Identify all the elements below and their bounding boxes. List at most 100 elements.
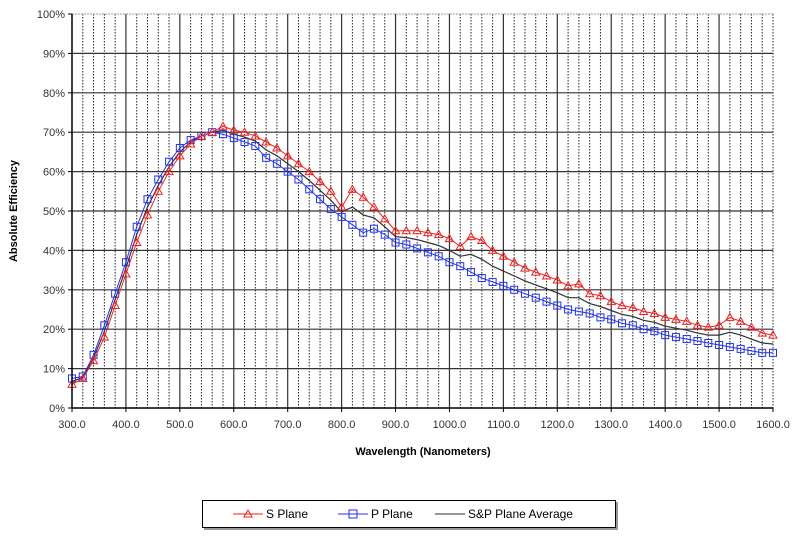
data-point-triangle xyxy=(358,192,369,201)
series-line xyxy=(71,125,774,385)
legend-item-average: S&P Plane Average xyxy=(435,501,573,527)
data-point-triangle xyxy=(272,142,282,152)
data-point-triangle xyxy=(207,127,218,136)
y-tick-label: 40% xyxy=(43,245,65,257)
data-point-triangle xyxy=(595,290,606,300)
data-point-triangle xyxy=(627,302,638,312)
data-point-square xyxy=(564,305,573,314)
data-point-triangle xyxy=(131,237,142,247)
data-point-square xyxy=(262,153,271,162)
data-point-triangle xyxy=(347,184,358,193)
data-point-triangle xyxy=(498,251,509,260)
legend-item-s-plane: S Plane xyxy=(233,501,308,527)
data-point-square xyxy=(326,205,335,214)
data-point-square xyxy=(391,238,400,247)
data-point-triangle xyxy=(735,316,746,325)
legend-label: S Plane xyxy=(266,507,309,521)
data-point-triangle xyxy=(671,314,681,323)
data-point-triangle xyxy=(412,225,422,235)
data-point-triangle xyxy=(476,235,487,245)
data-point-triangle xyxy=(88,355,99,365)
data-point-triangle xyxy=(401,225,412,235)
y-tick-label: 0% xyxy=(49,403,65,415)
y-tick-label: 60% xyxy=(43,167,65,179)
data-point-square xyxy=(553,301,562,310)
data-point-square xyxy=(240,138,249,147)
data-point-square xyxy=(337,212,346,221)
data-point-square xyxy=(402,240,411,249)
data-point-triangle xyxy=(714,320,724,329)
data-point-square xyxy=(348,220,357,229)
data-point-square xyxy=(477,273,486,282)
data-point-square xyxy=(758,348,767,357)
data-point-square xyxy=(143,195,152,204)
data-point-triangle xyxy=(185,139,196,148)
data-point-triangle xyxy=(228,125,239,134)
data-point-triangle xyxy=(466,231,476,241)
data-point-triangle xyxy=(444,233,455,243)
data-point-square xyxy=(305,185,314,194)
data-point-square xyxy=(218,130,227,139)
y-tick-label: 30% xyxy=(43,285,65,297)
axes xyxy=(68,13,774,412)
data-point-square xyxy=(574,307,583,316)
data-point-triangle xyxy=(174,150,185,160)
data-point-square xyxy=(607,315,616,324)
data-point-square xyxy=(369,224,378,233)
data-point-triangle xyxy=(77,373,88,382)
data-point-triangle xyxy=(196,131,207,140)
data-point-triangle xyxy=(617,300,627,310)
y-tick-labels: 0% 10% 20% 30% 40% 50% 60% 70% 80% 90% 100% xyxy=(37,9,65,415)
data-point-triangle xyxy=(692,320,703,329)
data-point-square xyxy=(671,333,680,342)
data-point-triangle xyxy=(261,137,271,146)
data-point-triangle xyxy=(746,322,757,331)
data-point-triangle xyxy=(282,150,293,160)
x-tick-label: 600.0 xyxy=(220,419,248,431)
y-axis-title: Absolute Efficiency xyxy=(8,159,20,262)
data-point-square xyxy=(423,248,432,257)
x-tick-label: 900.0 xyxy=(382,419,410,431)
data-point-triangle xyxy=(110,300,121,310)
square-marker-icon xyxy=(338,509,368,519)
legend-label: P Plane xyxy=(371,507,413,521)
data-point-triangle xyxy=(487,245,498,254)
data-point-square xyxy=(618,319,627,328)
data-point-triangle xyxy=(757,328,768,337)
data-point-square xyxy=(165,157,174,166)
data-point-square xyxy=(499,281,508,290)
x-axis-title: Wavelength (Nanometers) xyxy=(355,446,491,458)
y-tick-label: 10% xyxy=(43,364,65,376)
data-point-square xyxy=(78,372,87,381)
triangle-marker-icon xyxy=(233,508,263,518)
data-point-square xyxy=(542,297,551,306)
x-tick-label: 1500.0 xyxy=(702,419,736,431)
x-tick-labels: 300.0 400.0 500.0 600.0 700.0 800.0 900.0 1000.… xyxy=(58,419,790,431)
data-point-triangle xyxy=(681,316,692,325)
data-point-triangle xyxy=(541,271,552,280)
y-tick-label: 70% xyxy=(43,127,65,139)
x-tick-label: 400.0 xyxy=(112,419,140,431)
data-point-square xyxy=(316,195,325,204)
line-marker-icon xyxy=(435,513,465,515)
x-tick-label: 1300.0 xyxy=(594,419,628,431)
data-point-triangle xyxy=(336,202,347,211)
data-point-square xyxy=(639,325,648,334)
data-point-triangle xyxy=(315,176,325,185)
series-line xyxy=(71,129,774,382)
y-tick-label: 100% xyxy=(37,9,65,21)
data-point-square xyxy=(132,222,141,231)
data-point-square xyxy=(682,335,691,344)
data-point-triangle xyxy=(768,330,778,339)
data-point-triangle xyxy=(703,322,714,331)
data-point-triangle xyxy=(218,121,228,130)
data-point-square xyxy=(704,338,713,347)
data-point-triangle xyxy=(563,280,573,290)
data-point-triangle xyxy=(724,312,735,321)
data-point-triangle xyxy=(638,306,649,315)
data-point-triangle xyxy=(649,308,660,317)
series-s-plane xyxy=(67,121,778,388)
data-point-square xyxy=(585,309,594,318)
data-point-square xyxy=(769,348,777,357)
x-tick-label: 1100.0 xyxy=(487,419,520,431)
